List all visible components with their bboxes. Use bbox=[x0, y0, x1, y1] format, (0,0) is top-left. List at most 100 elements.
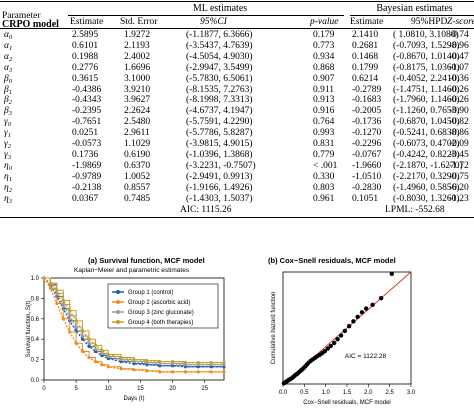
x-tick-label: 1.0 bbox=[321, 390, 330, 396]
cell-hpd: (-2.1870, -1.6270) bbox=[393, 160, 463, 171]
cell-est: -0.2138 bbox=[72, 182, 102, 193]
cell-p: 0.868 bbox=[313, 62, 335, 73]
cell-se: 2.4002 bbox=[124, 51, 151, 62]
cell-est: 0.1988 bbox=[72, 51, 99, 62]
series-point bbox=[132, 368, 136, 372]
series-point bbox=[100, 363, 104, 367]
series-point bbox=[93, 343, 98, 347]
cell-best: 0.1051 bbox=[352, 193, 379, 204]
y-tick-label: 0.8 bbox=[31, 296, 40, 302]
cell-best: -0.2830 bbox=[352, 182, 382, 193]
cell-est: 0.1736 bbox=[72, 149, 99, 160]
cell-p: 0.961 bbox=[313, 193, 335, 204]
aic-annotation: AIC = 1122.28 bbox=[345, 353, 387, 360]
cell-est: 0.0251 bbox=[72, 128, 99, 139]
cell-p: < .001 bbox=[313, 160, 338, 171]
cell-se: 2.5480 bbox=[124, 117, 151, 128]
series-point bbox=[80, 349, 85, 354]
series-point bbox=[87, 341, 91, 345]
col-ci: 95%CI bbox=[200, 17, 227, 27]
lpml-label: LPML: -552.68 bbox=[385, 205, 445, 215]
residual-point bbox=[351, 319, 356, 324]
y-tick-label: 0.2 bbox=[31, 358, 40, 364]
series-point bbox=[68, 314, 72, 318]
cell-se: 1.0052 bbox=[124, 171, 151, 182]
param-symbol: γ1 bbox=[4, 128, 11, 139]
cell-best: -0.2296 bbox=[352, 139, 382, 149]
cell-se: 0.6190 bbox=[124, 149, 151, 160]
series-point bbox=[145, 359, 149, 363]
param-index: 3 bbox=[9, 66, 13, 74]
cell-z: -0.75 bbox=[449, 171, 469, 182]
cell-z: -0.86 bbox=[449, 128, 469, 139]
parametric-curve bbox=[43, 277, 224, 364]
cell-se: 3.1000 bbox=[124, 73, 151, 84]
param-index: 2 bbox=[9, 55, 13, 63]
residual-point bbox=[335, 337, 340, 342]
param-symbol: η3 bbox=[4, 194, 12, 205]
series-point bbox=[209, 361, 213, 365]
cell-hpd: (-1.4960, 0.5856) bbox=[393, 182, 460, 193]
cell-p: 0.993 bbox=[313, 128, 335, 139]
cell-p: 0.773 bbox=[313, 40, 335, 51]
series-point bbox=[132, 358, 136, 362]
cell-se: 2.9611 bbox=[124, 128, 150, 139]
series-point bbox=[196, 370, 200, 374]
x-tick-label: 20 bbox=[169, 386, 176, 392]
series-point bbox=[48, 281, 53, 285]
legend-label: Group 4 (both therapies) bbox=[128, 320, 193, 326]
col-bayes-estimate: Estimate bbox=[350, 17, 384, 27]
series-point bbox=[87, 337, 91, 341]
series-point bbox=[209, 370, 213, 374]
cell-z: -0.45 bbox=[449, 149, 469, 160]
section-label: CRPO model bbox=[2, 19, 59, 30]
cell-hpd: (-0.8670, 1.0140) bbox=[393, 51, 460, 62]
x-tick-label: 1.5 bbox=[343, 390, 352, 396]
cell-ci: (-8.1535, 7.2763) bbox=[186, 84, 253, 95]
param-index: 3 bbox=[7, 153, 11, 161]
y-tick-label: 0.6 bbox=[31, 317, 40, 323]
cell-ci: (-3.9815, 4.9015) bbox=[186, 139, 253, 149]
residual-point bbox=[342, 328, 348, 334]
cell-best: -0.1270 bbox=[352, 128, 382, 139]
x-tick-label: 10 bbox=[105, 386, 112, 392]
cell-hpd: (-0.4242, 0.8223) bbox=[393, 149, 460, 160]
cell-z: -0.26 bbox=[449, 95, 469, 106]
cox-snell-chart: 0.0 0.5 1.0 1.5 2.0 2.5 3.0 Cox−Snell residuals… bbox=[271, 271, 416, 406]
series-point bbox=[61, 317, 65, 321]
residual-point bbox=[364, 306, 369, 311]
cell-p: 0.330 bbox=[313, 171, 335, 182]
parametric-curve bbox=[43, 277, 224, 366]
param-index: 1 bbox=[8, 88, 12, 96]
series-point bbox=[170, 360, 175, 364]
param-index: 1 bbox=[7, 132, 11, 140]
series-point bbox=[74, 341, 78, 345]
param-symbol: α1 bbox=[4, 41, 12, 52]
param-index: 2 bbox=[8, 186, 12, 194]
param-symbol: β3 bbox=[4, 106, 12, 117]
km-step-curve bbox=[44, 277, 224, 364]
residual-point bbox=[370, 302, 375, 308]
legend-swatch-dot bbox=[116, 300, 120, 304]
cell-best: 0.1468 bbox=[352, 51, 379, 62]
residual-point bbox=[332, 340, 337, 346]
series-point bbox=[222, 370, 226, 374]
x-tick-label: 25 bbox=[201, 386, 208, 392]
x-tick-label: 0.0 bbox=[279, 390, 288, 396]
series-point bbox=[42, 276, 46, 280]
cell-ci: (-1.0396, 1.3868) bbox=[186, 149, 253, 160]
param-symbol: η0 bbox=[4, 161, 12, 172]
cell-hpd: (-0.6870, 1.0450) bbox=[393, 117, 460, 128]
x-tick-label: 3.0 bbox=[407, 390, 416, 396]
figure-b-title: (b) Cox−Snell residuals, MCF model bbox=[268, 256, 396, 265]
cell-p: 0.916 bbox=[313, 106, 335, 117]
param-symbol: γ0 bbox=[4, 117, 11, 128]
y-tick-label: 0.4 bbox=[31, 337, 40, 343]
cell-se: 0.8557 bbox=[124, 182, 151, 193]
cell-p: 0.764 bbox=[313, 117, 335, 128]
cell-se: 2.2624 bbox=[124, 106, 151, 117]
cell-p: 0.907 bbox=[313, 73, 335, 84]
series-point bbox=[80, 334, 85, 338]
cell-est: -0.9789 bbox=[72, 171, 102, 182]
cell-p: 0.179 bbox=[313, 30, 335, 40]
